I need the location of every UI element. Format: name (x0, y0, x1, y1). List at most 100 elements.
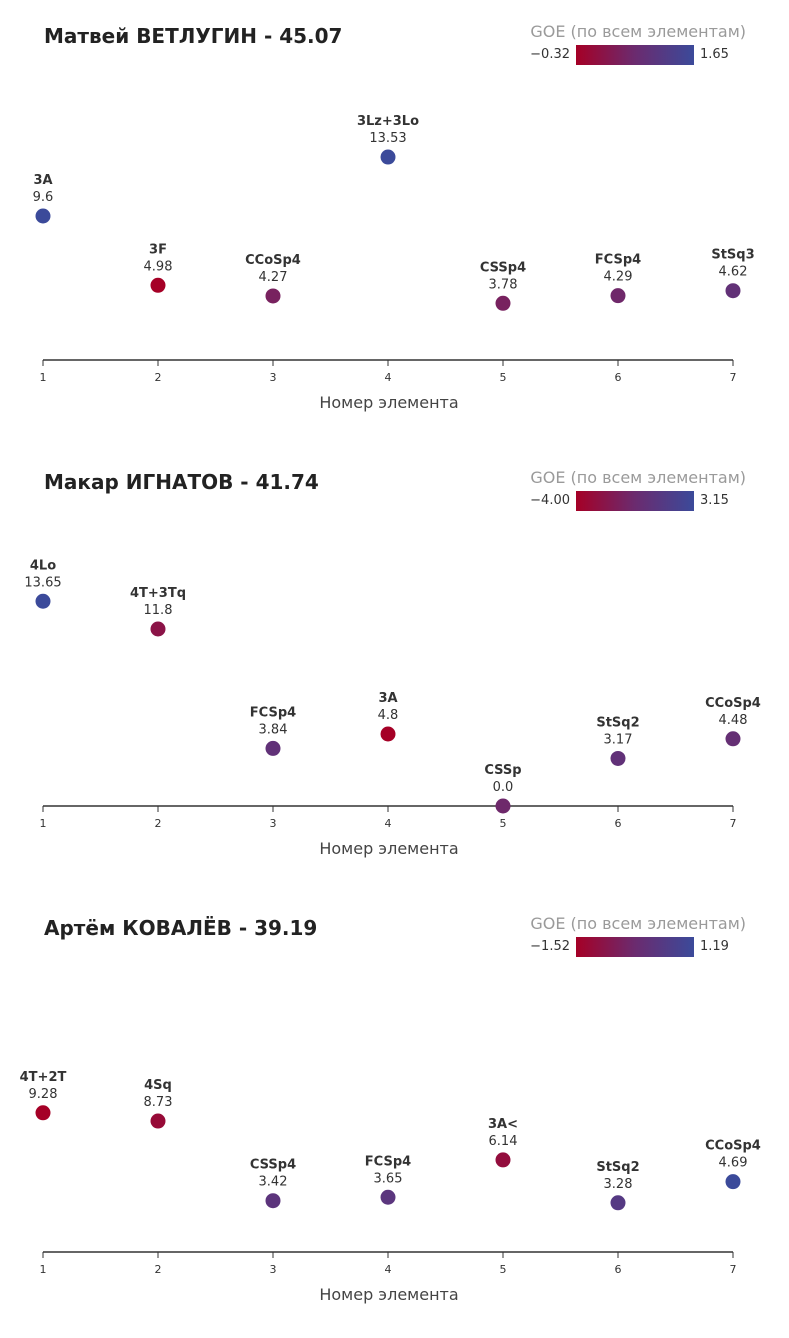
chart-title: Макар ИГНАТОВ - 41.74 (44, 470, 319, 494)
data-point[interactable] (610, 288, 626, 304)
x-tick-label: 2 (155, 817, 162, 830)
data-point-value: 3.28 (604, 1177, 633, 1192)
data-point-value: 9.28 (29, 1087, 58, 1102)
data-point-label: StSq2 (596, 1160, 639, 1175)
data-point-label: 4Sq (144, 1078, 172, 1093)
data-point-value: 4.48 (719, 713, 748, 728)
legend-max-label: 1.65 (700, 47, 729, 62)
chart-plot: 1 2 3 4 5 6 7 9.28 4T+2T 8.73 4Sq 3.42 CSSp4 3.65 FCSp… (20, 1070, 761, 1276)
x-tick-label: 7 (730, 817, 737, 830)
x-tick-label: 3 (270, 371, 277, 384)
data-point[interactable] (725, 1174, 741, 1190)
data-point[interactable] (380, 1189, 396, 1205)
x-tick-label: 5 (500, 371, 507, 384)
data-point-label: FCSp4 (365, 1154, 411, 1169)
data-point[interactable] (35, 593, 51, 609)
data-point-label: 4T+3Tq (130, 586, 186, 601)
data-point-value: 4.62 (719, 265, 748, 280)
x-tick-label: 6 (615, 817, 622, 830)
data-point[interactable] (380, 149, 396, 165)
legend-gradient-bar (576, 491, 694, 511)
data-point-label: CCoSp4 (245, 253, 301, 268)
x-tick-label: 7 (730, 1263, 737, 1276)
data-point-label: FCSp4 (595, 253, 641, 268)
data-point[interactable] (150, 277, 166, 293)
data-point-value: 3.42 (259, 1175, 288, 1190)
x-axis-label: Номер элемента (319, 839, 459, 858)
data-point-value: 4.98 (144, 259, 173, 274)
data-point[interactable] (35, 1105, 51, 1121)
data-point[interactable] (150, 621, 166, 637)
data-point-value: 0.0 (493, 780, 514, 795)
chart-plot: 1 2 3 4 5 6 7 9.6 3A 4.98 3F 4.27 CCoSp4 13.53 3Lz+3Lo… (33, 114, 755, 384)
x-tick-label: 1 (40, 817, 47, 830)
data-point-label: CCoSp4 (705, 696, 761, 711)
data-point-label: FCSp4 (250, 705, 296, 720)
data-point-label: 3A (33, 173, 52, 188)
data-point[interactable] (725, 731, 741, 747)
data-point-label: CSSp4 (250, 1158, 296, 1173)
data-point-value: 4.29 (604, 270, 633, 285)
x-tick-label: 1 (40, 371, 47, 384)
data-point[interactable] (610, 1195, 626, 1211)
data-point-label: StSq2 (596, 715, 639, 730)
chart-title: Артём КОВАЛЁВ - 39.19 (44, 916, 318, 940)
data-point-label: CSSp (484, 763, 521, 778)
data-point-value: 9.6 (33, 190, 54, 205)
data-point-label: 3A (378, 691, 397, 706)
chart-panel-1: Матвей ВЕТЛУГИН - 45.07 GOE (по всем эле… (0, 0, 789, 446)
data-point-label: 4Lo (30, 558, 56, 573)
legend-min-label: −4.00 (530, 493, 570, 508)
x-tick-label: 5 (500, 817, 507, 830)
data-point[interactable] (495, 1152, 511, 1168)
data-point[interactable] (265, 288, 281, 304)
data-point-label: CCoSp4 (705, 1139, 761, 1154)
data-point-value: 3.65 (374, 1171, 403, 1186)
data-point-value: 3.84 (259, 722, 288, 737)
legend-min-label: −1.52 (530, 939, 570, 954)
data-point[interactable] (265, 740, 281, 756)
legend-title: GOE (по всем элементам) (530, 468, 746, 487)
legend-title: GOE (по всем элементам) (530, 22, 746, 41)
data-point[interactable] (495, 295, 511, 311)
data-point-value: 13.65 (24, 575, 61, 590)
data-point-label: 4T+2T (20, 1070, 67, 1085)
data-point[interactable] (380, 726, 396, 742)
x-tick-label: 6 (615, 371, 622, 384)
x-tick-label: 4 (385, 371, 392, 384)
data-point-value: 4.27 (259, 270, 288, 285)
data-point[interactable] (150, 1113, 166, 1129)
data-point[interactable] (35, 208, 51, 224)
x-tick-label: 4 (385, 1263, 392, 1276)
x-tick-label: 4 (385, 817, 392, 830)
chart-title: Матвей ВЕТЛУГИН - 45.07 (44, 24, 343, 48)
legend-max-label: 3.15 (700, 493, 729, 508)
data-point-label: StSq3 (711, 248, 754, 263)
x-axis-label: Номер элемента (319, 1285, 459, 1304)
data-point-label: 3A< (488, 1117, 518, 1132)
data-point-label: CSSp4 (480, 260, 526, 275)
x-tick-label: 7 (730, 371, 737, 384)
data-point-value: 13.53 (369, 131, 406, 146)
data-point-value: 3.78 (489, 277, 518, 292)
data-point[interactable] (495, 798, 511, 814)
legend-max-label: 1.19 (700, 939, 729, 954)
chart-panel-3: Артём КОВАЛЁВ - 39.19 GOE (по всем элеме… (0, 892, 789, 1338)
x-tick-label: 3 (270, 1263, 277, 1276)
x-tick-label: 1 (40, 1263, 47, 1276)
data-point[interactable] (265, 1193, 281, 1209)
data-point-value: 8.73 (144, 1095, 173, 1110)
x-axis-label: Номер элемента (319, 393, 459, 412)
data-point[interactable] (725, 283, 741, 299)
x-tick-label: 6 (615, 1263, 622, 1276)
data-point-value: 4.69 (719, 1156, 748, 1171)
data-point[interactable] (610, 750, 626, 766)
data-point-label: 3Lz+3Lo (357, 114, 419, 129)
data-point-value: 3.17 (604, 732, 633, 747)
legend-gradient-bar (576, 45, 694, 65)
data-point-value: 11.8 (144, 603, 173, 618)
data-point-value: 6.14 (489, 1134, 518, 1149)
legend-title: GOE (по всем элементам) (530, 914, 746, 933)
x-tick-label: 2 (155, 371, 162, 384)
legend-min-label: −0.32 (530, 47, 570, 62)
